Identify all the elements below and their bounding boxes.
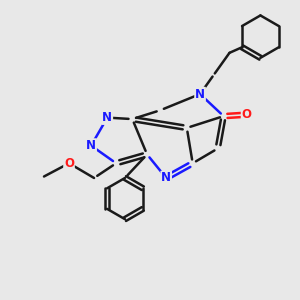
- Text: N: N: [195, 88, 205, 100]
- Text: N: N: [86, 139, 96, 152]
- Text: N: N: [161, 172, 171, 184]
- Text: O: O: [242, 108, 252, 121]
- Text: N: N: [102, 111, 112, 124]
- Text: O: O: [64, 157, 74, 170]
